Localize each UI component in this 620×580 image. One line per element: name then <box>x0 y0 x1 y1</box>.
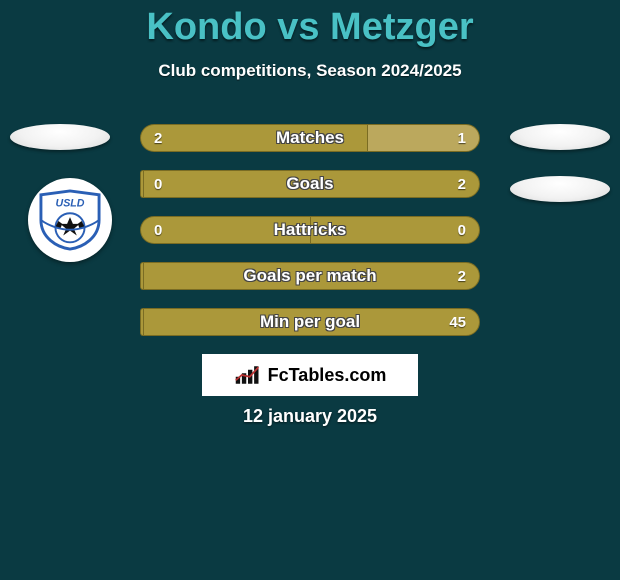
stat-bar-right-seg <box>367 124 480 152</box>
page-root: Kondo vs Metzger Club competitions, Seas… <box>0 0 620 580</box>
page-subtitle: Club competitions, Season 2024/2025 <box>0 61 620 81</box>
stat-bar: Goals per match2 <box>140 262 480 290</box>
stat-bars: Matches21 Goals02 Hattricks00 Goals per mat… <box>140 124 480 336</box>
stat-bar: Goals02 <box>140 170 480 198</box>
club-crest: USLD <box>28 178 112 262</box>
crest-text: USLD <box>56 197 85 209</box>
stat-bar: Matches21 <box>140 124 480 152</box>
stat-bar-left-seg <box>140 124 367 152</box>
stat-bar: Min per goal45 <box>140 308 480 336</box>
stat-bar-left-seg <box>140 216 310 244</box>
page-title: Kondo vs Metzger <box>0 0 620 49</box>
watermark-text: FcTables.com <box>268 365 387 386</box>
player-left-marker <box>10 124 110 150</box>
stat-bar-right-seg <box>143 170 480 198</box>
club-crest-icon: USLD <box>39 189 101 251</box>
player-right-marker-2 <box>510 176 610 202</box>
stat-bar-right-seg <box>143 262 480 290</box>
stat-bar-right-seg <box>310 216 480 244</box>
watermark: FcTables.com <box>202 354 418 396</box>
stat-bar-right-seg <box>143 308 480 336</box>
date-text: 12 january 2025 <box>0 406 620 427</box>
stat-bar: Hattricks00 <box>140 216 480 244</box>
player-right-marker-1 <box>510 124 610 150</box>
watermark-chart-icon <box>234 364 262 386</box>
